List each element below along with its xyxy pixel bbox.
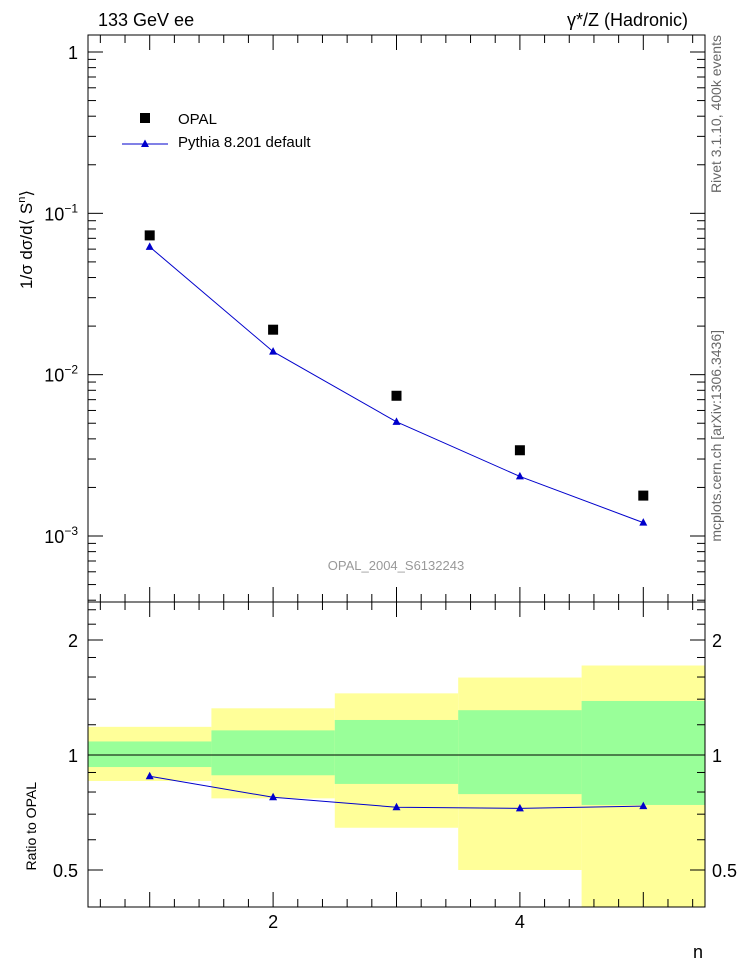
legend-pythia-label: Pythia 8.201 default xyxy=(178,134,311,151)
pythia-point xyxy=(269,347,278,355)
ratio-plot-frame xyxy=(87,601,706,908)
main-ytick-label: 1 xyxy=(68,43,78,63)
legend-pythia-marker xyxy=(141,139,149,147)
opal-point xyxy=(638,490,649,501)
main-ytick-base: 10 xyxy=(44,366,64,386)
main-ytick-label: 10−2 xyxy=(44,363,78,386)
pythia-point xyxy=(639,518,648,526)
main-ylabel-text: 1/σ dσ/d⟨ S xyxy=(17,203,36,289)
pythia-point xyxy=(145,242,154,250)
pythia-point xyxy=(515,471,524,480)
green-band-bin xyxy=(581,700,705,805)
main-ytick-base: 1 xyxy=(68,43,78,63)
ratio-ytick-label-left: 0.5 xyxy=(53,861,78,881)
header-process-label: γ*/Z (Hadronic) xyxy=(567,10,688,30)
main-ytick-exp: −2 xyxy=(64,363,78,377)
ratio-uncertainty-bands xyxy=(88,665,705,907)
main-axis-ticks: 110−110−210−3 xyxy=(44,35,705,602)
ratio-ylabel: Ratio to OPAL xyxy=(23,782,39,871)
xtick-label: 4 xyxy=(515,912,525,932)
main-ytick-exp: −1 xyxy=(64,201,78,215)
main-ytick-base: 10 xyxy=(44,527,64,547)
legend-opal-label: OPAL xyxy=(178,111,217,128)
ratio-axis-ticks: 2 2 1 1 0.5 0.5 2 4 xyxy=(53,602,737,932)
ratio-ytick-label-left: 1 xyxy=(68,746,78,766)
main-ylabel-sup: n xyxy=(16,197,28,203)
xtick-label: 2 xyxy=(268,912,278,932)
ratio-pythia-point xyxy=(515,803,524,812)
legend: OPAL Pythia 8.201 default xyxy=(122,111,311,151)
legend-opal-marker xyxy=(140,113,150,123)
ratio-pythia-point xyxy=(269,792,278,801)
ratio-pythia-point xyxy=(639,801,648,810)
ratio-pythia-point xyxy=(145,771,154,780)
opal-point xyxy=(391,390,402,401)
header-energy-label: 133 GeV ee xyxy=(98,10,194,30)
main-ytick-label: 10−3 xyxy=(44,524,78,547)
main-ytick-base: 10 xyxy=(44,204,64,224)
main-ylabel: 1/σ dσ/d⟨ Sn⟩ xyxy=(16,190,36,289)
ratio-ytick-label-right: 2 xyxy=(712,631,722,651)
side-label-rivet: Rivet 3.1.10, 400k events xyxy=(708,35,724,193)
opal-point xyxy=(514,445,525,456)
x-axis-label: n xyxy=(693,942,703,962)
ratio-series-group xyxy=(145,771,648,812)
analysis-watermark: OPAL_2004_S6132243 xyxy=(328,558,464,573)
ratio-ytick-label-right: 1 xyxy=(712,746,722,766)
green-band-bin xyxy=(334,719,459,784)
green-band-bin xyxy=(211,730,335,776)
ratio-pythia-point xyxy=(392,802,401,811)
pythia-point xyxy=(392,417,401,425)
side-label-mcplots: mcplots.cern.ch [arXiv:1306.3436] xyxy=(708,330,724,542)
ratio-ytick-label-left: 2 xyxy=(68,631,78,651)
main-ylabel-end: ⟩ xyxy=(17,190,36,197)
main-ytick-exp: −3 xyxy=(64,524,78,538)
ratio-ytick-label-right: 0.5 xyxy=(712,861,737,881)
main-series-group xyxy=(144,230,649,526)
opal-point xyxy=(144,230,155,241)
main-ytick-label: 10−1 xyxy=(44,201,78,224)
green-band-bin xyxy=(88,741,212,768)
pythia-line xyxy=(149,246,644,524)
green-band-bin xyxy=(458,710,582,795)
opal-point xyxy=(268,324,279,335)
